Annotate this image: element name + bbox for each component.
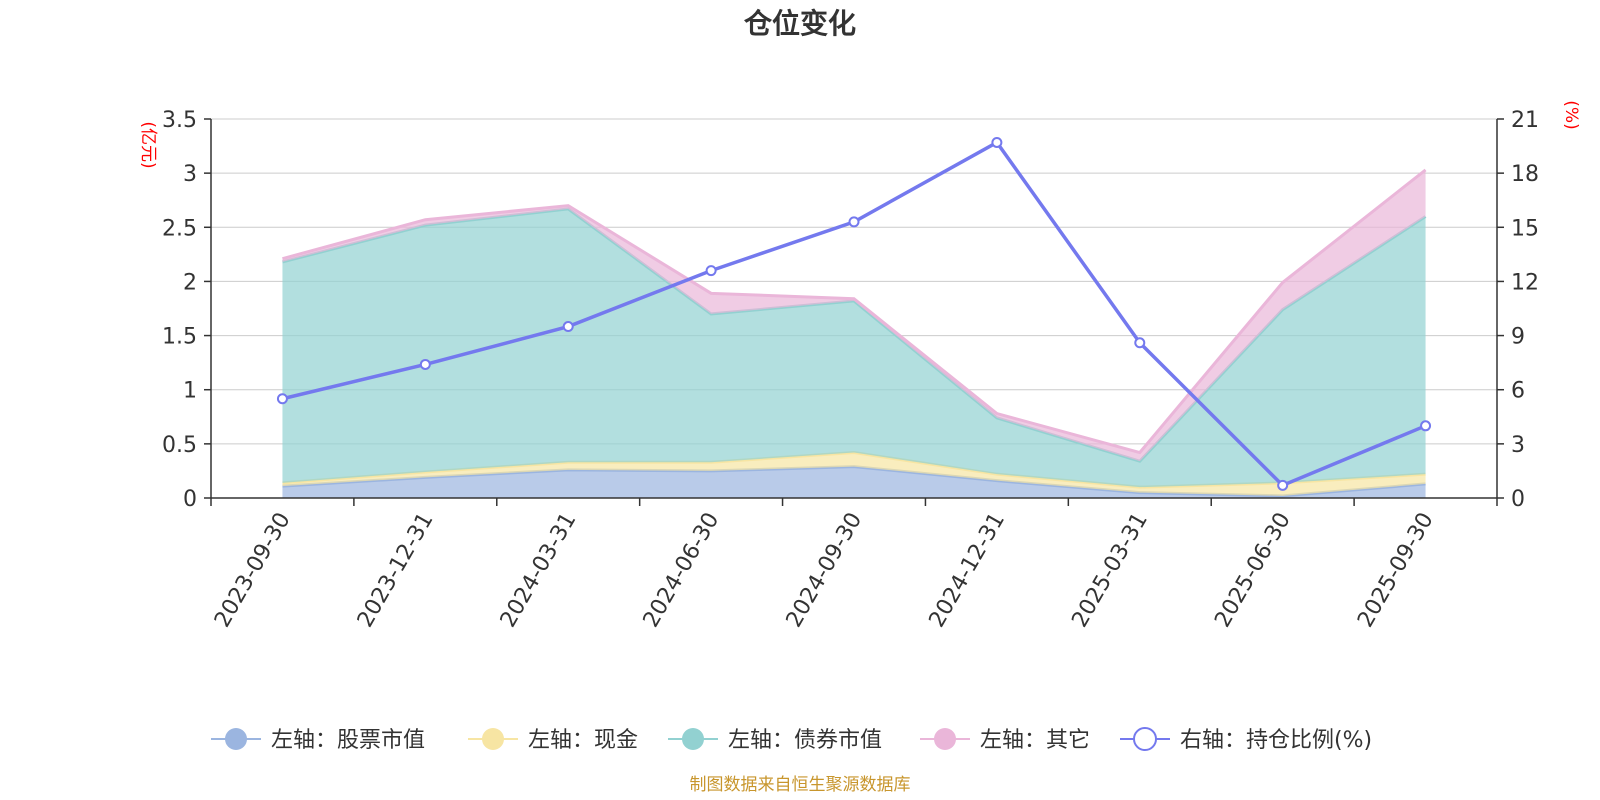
x-axis-label: 2024-03-31	[496, 509, 582, 632]
left-axis-tick-label: 3.5	[162, 108, 197, 133]
legend-marker-4	[1133, 727, 1157, 751]
right-axis-tick-label: 15	[1511, 216, 1539, 241]
chart-title: 仓位变化	[744, 7, 856, 40]
data-source-note: 制图数据来自恒生聚源数据库	[690, 775, 911, 795]
legend-label-3: 左轴：其它	[980, 728, 1090, 753]
legend-marker-3	[934, 728, 956, 750]
left-axis-tick-label: 2.5	[162, 216, 197, 241]
x-axis-label: 2023-12-31	[353, 509, 439, 632]
x-axis-label: 2024-06-30	[639, 509, 725, 632]
holding-ratio-line-layer	[276, 136, 1432, 491]
right-axis-tick-label: 6	[1511, 379, 1525, 404]
legend-label-2: 左轴：债券市值	[728, 728, 882, 753]
left-axis-tick-label: 1	[183, 379, 197, 404]
left-axis-tick-label: 0.5	[162, 433, 197, 458]
right-axis-tick-label: 9	[1511, 325, 1525, 350]
holding-ratio-point	[991, 136, 1003, 148]
left-axis-unit: (亿元)	[138, 121, 158, 168]
right-axis-tick-label: 3	[1511, 433, 1525, 458]
x-axis-label: 2024-12-31	[925, 509, 1011, 632]
x-axis-label: 2023-09-30	[210, 509, 296, 632]
legend-marker-1	[482, 728, 504, 750]
x-axis-label: 2024-09-30	[782, 509, 868, 632]
holding-ratio-point	[1420, 420, 1432, 432]
legend-marker-2	[682, 728, 704, 750]
holding-ratio-point	[848, 216, 860, 228]
legend: 左轴：股票市值 左轴：现金 左轴：债券市值 左轴：其它 右轴：持仓比例(%)	[211, 727, 1372, 753]
x-axis-label: 2025-03-31	[1067, 509, 1153, 632]
holding-ratio-point	[1277, 479, 1289, 491]
area-edge-series-3	[282, 168, 1427, 455]
left-axis-tick-label: 0	[183, 487, 197, 512]
right-axis-tick-label: 0	[1511, 487, 1525, 512]
stacked-areas	[282, 168, 1427, 498]
right-axis-unit: (%)	[1561, 100, 1581, 129]
right-axis-tick-label: 18	[1511, 162, 1539, 187]
area-series-0	[282, 466, 1426, 498]
legend-label-1: 左轴：现金	[528, 728, 638, 753]
left-axis-tick-label: 3	[183, 162, 197, 187]
right-axis-tick-label: 12	[1511, 270, 1539, 295]
x-axis-label: 2025-09-30	[1353, 509, 1439, 632]
holding-ratio-point	[705, 265, 717, 277]
legend-label-4: 右轴：持仓比例(%)	[1180, 728, 1372, 753]
right-axis-tick-label: 21	[1511, 108, 1539, 133]
legend-marker-0	[225, 728, 247, 750]
holding-ratio-point	[1134, 337, 1146, 349]
holding-ratio-point	[276, 393, 288, 405]
x-axis-label: 2025-06-30	[1210, 509, 1296, 632]
holding-ratio-point	[562, 321, 574, 333]
holding-ratio-point	[419, 358, 431, 370]
legend-label-0: 左轴：股票市值	[271, 728, 425, 753]
area-series-2	[282, 208, 1426, 488]
left-axis-tick-label: 2	[183, 270, 197, 295]
left-axis-tick-label: 1.5	[162, 325, 197, 350]
